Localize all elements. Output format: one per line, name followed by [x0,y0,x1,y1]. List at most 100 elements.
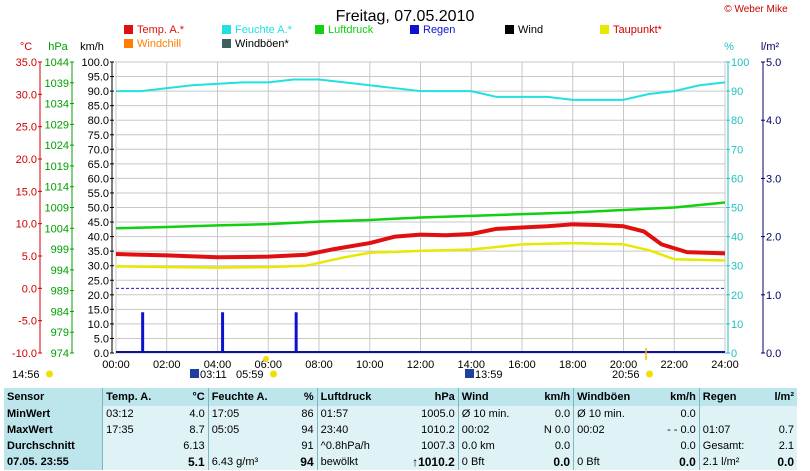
tick-label-pressure: 1034 [45,99,69,111]
tick-label-humidity: 90 [731,86,743,98]
sun-icon [270,370,277,378]
stat-note: 17:05 [207,406,291,422]
x-tick-label: 02:00 [153,359,181,371]
stat-value: 1005.0 [393,406,459,422]
legend-swatch [222,25,231,34]
legend-label: Windböen* [235,38,290,50]
tick-label-wind: 0.0 [94,348,109,360]
series-line [115,241,726,269]
tick-label-pressure: 979 [51,327,69,339]
sun-icon [263,356,269,362]
legend-label: Feuchte A.* [235,24,293,36]
moon-icon [190,369,199,378]
tick-label-humidity: 100 [731,57,749,69]
chart-title: Freitag, 07.05.2010 [336,8,475,25]
tick-label-humidity: 20 [731,290,743,302]
stat-note: Gesamt: [698,438,764,454]
row-label: MaxWert [4,422,103,438]
plot-area [115,78,726,353]
stat-value: 6.13 [171,438,209,454]
x-tick-label: 20:00 [610,359,638,371]
stat-note: 01:07 [698,422,764,438]
stat-note: 0.0 km [457,438,531,454]
stat-note: 0 Bft [457,454,531,470]
tick-label-wind: 30.0 [88,261,109,273]
sun-icon [646,370,653,378]
x-tick-label: 14:00 [457,359,485,371]
stat-value: 86 [290,406,318,422]
stat-note: 23:40 [316,422,394,438]
tick-label-humidity: 50 [731,203,743,215]
unit-humidity: % [724,41,734,53]
tick-label-humidity: 30 [731,261,743,273]
stats-row: Durchschnitt 6.13 91 ^0.8hPa/h 1007.3 0.0 km 0… [4,438,797,454]
header-label: Temp. A. [102,388,172,406]
legend-label: Temp. A.* [137,24,185,36]
marker-label: 13:59 [475,369,503,381]
stat-value: 0.0 [530,406,574,422]
stat-note [573,438,653,454]
stat-value: 1010.2 [393,422,459,438]
header-unit: °C [171,388,209,406]
stat-value: ↑1010.2 [393,454,459,470]
row-label: Durchschnitt [4,438,103,454]
legend-swatch [222,39,231,48]
legend-label: Taupunkt* [613,24,663,36]
header-unit: l/m² [763,388,797,406]
header-label: Wind [457,388,531,406]
stat-note: 2.1 l/m² [698,454,764,470]
tick-label-temp: 20.0 [16,154,37,166]
tick-label-rain: 0.0 [766,348,781,360]
header-unit: km/h [652,388,700,406]
tick-label-rain: 2.0 [766,232,781,244]
header-unit: km/h [530,388,574,406]
x-tick-label: 22:00 [660,359,688,371]
stat-note: 03:12 [102,406,172,422]
tick-label-temp: -10.0 [12,348,37,360]
tick-label-humidity: 70 [731,144,743,156]
tick-label-pressure: 1014 [45,182,69,194]
marker-label: 14:56 [12,369,40,381]
x-tick-label: 04:00 [204,359,232,371]
marker-label: 20:56 [612,369,640,381]
unit-wind: km/h [80,41,104,53]
stat-value: 1007.3 [393,438,459,454]
copyright: © Weber Mike [724,4,788,15]
legend-swatch [410,25,419,34]
tick-label-temp: 15.0 [16,186,37,198]
tick-label-wind: 40.0 [88,232,109,244]
stat-note [102,438,172,454]
x-tick-label: 08:00 [305,359,333,371]
stat-note: Ø 10 min. [457,406,531,422]
marker-label: 03:11 [200,369,227,381]
tick-label-pressure: 999 [51,244,69,256]
legend-label: Luftdruck [328,24,374,36]
stat-note: 05:05 [207,422,291,438]
tick-label-wind: 95.0 [88,72,109,84]
tick-label-wind: 45.0 [88,217,109,229]
tick-label-wind: 35.0 [88,246,109,258]
tick-label-wind: 65.0 [88,159,109,171]
header-unit: hPa [393,388,459,406]
header-label: Regen [698,388,764,406]
tick-label-wind: 15.0 [88,304,109,316]
tick-label-rain: 3.0 [766,173,781,185]
tick-label-pressure: 989 [51,286,69,298]
sun-icon [46,370,53,378]
tick-label-wind: 85.0 [88,101,109,113]
header-label: Sensor [4,388,103,406]
stat-value: 0.0 [530,454,574,470]
stats-table: Sensor Temp. A. °C Feuchte A.% Luftdruck hPa W… [4,388,797,470]
header-label: Luftdruck [316,388,394,406]
stats-row: 07.05. 23:55 5.1 6.43 g/m³ 94 bewölkt ↑1010.2… [4,454,797,470]
stat-value: 2.1 [763,438,797,454]
tick-label-humidity: 60 [731,173,743,185]
tick-label-wind: 55.0 [88,188,109,200]
axis-units: °C hPa km/h% l/m² [20,41,780,53]
x-tick-label: 24:00 [711,359,739,371]
series-line [115,201,726,230]
stat-value: N 0.0 [530,422,574,438]
tick-label-wind: 20.0 [88,290,109,302]
tick-label-wind: 100.0 [81,57,109,69]
stat-value: 4.0 [171,406,209,422]
